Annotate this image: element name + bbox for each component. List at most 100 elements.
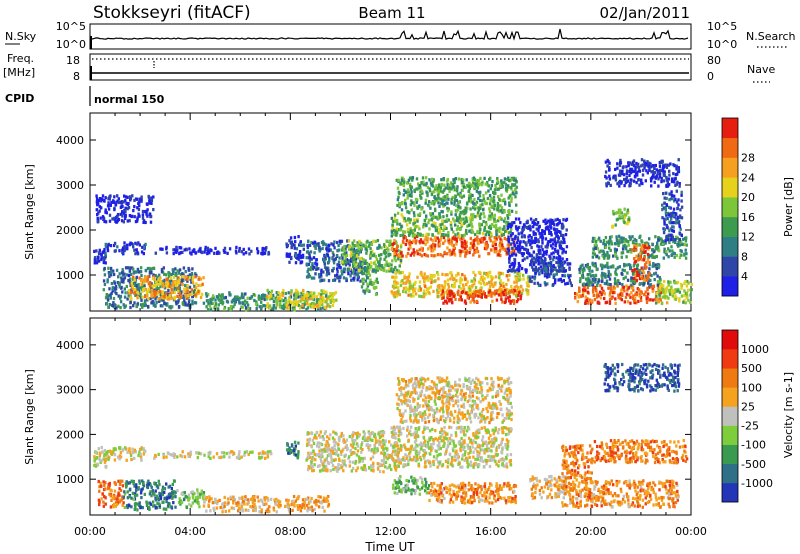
power-cell: [433, 245, 437, 249]
power-cell: [174, 267, 177, 271]
nsearch-tick-top: 10^5: [707, 20, 737, 33]
power-cell: [467, 189, 470, 193]
power-cell: [141, 305, 144, 309]
power-cell: [619, 158, 622, 162]
power-cell: [453, 253, 457, 257]
power-cell: [402, 184, 405, 188]
power-cell: [477, 294, 480, 298]
power-cell: [315, 300, 319, 304]
power-cell: [499, 271, 503, 275]
power-cell: [434, 222, 437, 226]
power-cell: [338, 263, 341, 268]
power-cell: [473, 197, 476, 202]
power-cell: [144, 303, 147, 307]
power-cell: [585, 282, 588, 286]
power-cell: [448, 299, 451, 303]
power-cell: [123, 249, 126, 253]
power-cell: [434, 253, 437, 258]
power-cell: [480, 295, 483, 299]
power-cell: [501, 210, 504, 215]
power-cell: [279, 299, 282, 304]
power-cell: [129, 266, 132, 270]
power-cell: [194, 275, 197, 279]
power-cell: [513, 192, 516, 196]
power-cell: [177, 299, 180, 303]
power-cell: [407, 233, 411, 237]
power-cell: [630, 162, 634, 166]
power-cell: [636, 264, 639, 268]
power-cell: [428, 178, 431, 182]
power-cell: [672, 251, 675, 255]
power-cell: [611, 265, 615, 269]
power-cell: [660, 286, 663, 290]
power-cell: [315, 258, 318, 262]
power-cell: [578, 289, 581, 294]
power-cell: [479, 240, 483, 244]
power-cell: [595, 289, 598, 293]
power-cell: [181, 250, 184, 254]
power-cell: [395, 218, 399, 223]
power-cell: [625, 284, 628, 288]
power-cell: [350, 257, 353, 261]
power-cell: [105, 293, 108, 297]
power-cell: [661, 239, 665, 244]
power-cell: [161, 290, 165, 294]
power-cell: [512, 240, 515, 245]
power-cell: [421, 240, 424, 244]
power-cell: [523, 247, 526, 251]
power-cell: [469, 236, 472, 241]
power-cell: [499, 279, 502, 283]
power-cell: [151, 301, 154, 305]
power-cell: [659, 168, 662, 173]
power-cell: [409, 284, 412, 288]
power-cell: [426, 185, 430, 189]
power-cell: [493, 219, 496, 224]
power-cell: [163, 272, 166, 276]
power-cell: [311, 267, 315, 271]
power-cell: [450, 252, 454, 256]
power-cell: [155, 301, 158, 305]
power-cell: [555, 228, 558, 232]
power-cell: [177, 289, 180, 294]
power-cell: [660, 301, 664, 306]
power-cell: [302, 296, 305, 300]
power-cell: [146, 266, 150, 271]
power-cell: [562, 218, 565, 222]
power-cell: [487, 217, 490, 221]
power-cell: [650, 179, 653, 183]
power-cell: [168, 280, 172, 284]
power-cell: [667, 255, 670, 259]
power-cell: [473, 202, 476, 206]
power-cell: [132, 275, 135, 279]
power-cell: [617, 243, 620, 247]
power-cell: [438, 212, 441, 216]
power-cell: [447, 236, 450, 240]
power-cell: [404, 201, 407, 206]
power-cell: [289, 295, 293, 299]
power-cell: [484, 242, 487, 246]
power-cell: [223, 250, 226, 254]
power-cell: [663, 294, 667, 299]
power-cell: [309, 250, 313, 254]
power-cell: [502, 284, 505, 288]
power-cell: [659, 291, 662, 295]
power-cell: [406, 192, 409, 196]
power-cell: [157, 280, 160, 284]
power-cell: [534, 218, 538, 222]
power-cell: [418, 240, 421, 244]
power-cell: [497, 293, 501, 297]
power-cell: [244, 299, 247, 303]
power-cell: [357, 256, 360, 260]
power-cell: [120, 271, 124, 275]
power-cell: [517, 245, 521, 249]
power-cell: [508, 295, 511, 299]
power-cell: [311, 295, 315, 299]
power-cell: [211, 294, 215, 298]
power-cell: [144, 301, 147, 305]
power-cell: [383, 251, 386, 255]
power-cell: [401, 181, 404, 185]
power-cell: [653, 180, 656, 184]
power-cell: [510, 285, 513, 289]
power-cell: [384, 255, 388, 259]
power-cell: [500, 287, 503, 292]
